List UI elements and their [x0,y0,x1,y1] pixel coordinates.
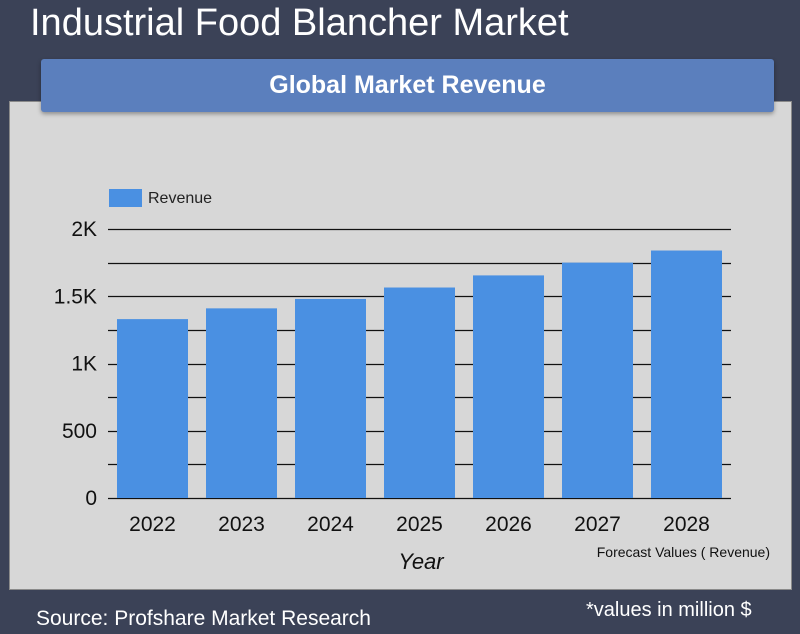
x-axis-ticks: 2022 2023 2024 2025 2026 2027 2028 [129,513,710,536]
bars [117,250,722,498]
legend-swatch [109,189,142,207]
x-tick-label: 2027 [574,513,621,536]
bar-2022 [117,319,188,498]
x-tick-label: 2025 [396,513,443,536]
legend-label: Revenue [148,190,212,207]
x-tick-label: 2028 [663,513,710,536]
x-tick-label: 2023 [218,513,265,536]
y-tick-label: 0 [85,487,97,510]
chart-banner: Global Market Revenue [41,59,774,112]
bar-2026 [473,275,544,498]
source-note: Source: Profshare Market Research [36,607,371,630]
x-tick-label: 2022 [129,513,176,536]
bar-2025 [384,287,455,498]
bar-2028 [651,250,722,498]
units-note: *values in million $ [586,599,752,621]
y-tick-label: 1.5K [54,285,97,308]
x-tick-label: 2024 [307,513,354,536]
page-title: Industrial Food Blancher Market [30,2,569,44]
bar-2027 [562,262,633,498]
x-tick-label: 2026 [485,513,532,536]
banner-title: Global Market Revenue [269,71,546,99]
y-tick-label: 1K [71,353,97,376]
y-tick-label: 500 [62,420,97,443]
y-tick-label: 2K [71,218,97,241]
legend: Revenue [109,189,212,207]
bar-2024 [295,298,366,498]
x-axis-title: Year [398,549,445,574]
forecast-note: Forecast Values ( Revenue) [597,544,770,560]
bar-2023 [206,308,277,498]
y-axis-ticks: 0 500 1K 1.5K 2K [54,218,97,510]
